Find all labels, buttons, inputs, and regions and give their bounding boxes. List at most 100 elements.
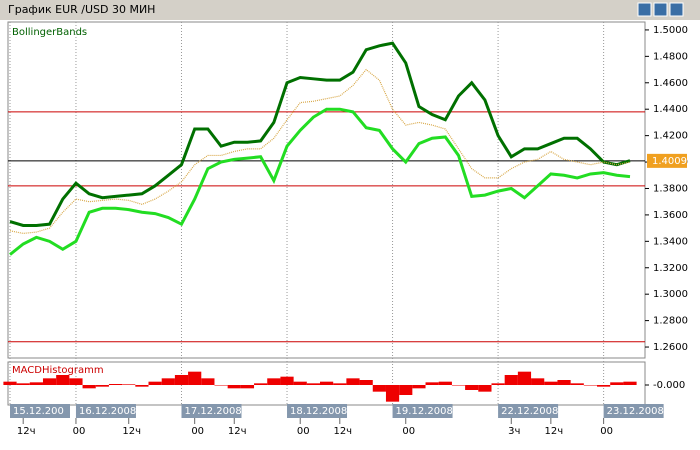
histogram-bar — [451, 385, 466, 386]
price-panel — [7, 21, 646, 359]
histogram-bar — [597, 385, 611, 387]
histogram-bar — [583, 385, 598, 386]
time-label: 12ч — [122, 426, 141, 437]
time-label: 00 — [191, 426, 204, 437]
histogram-bar — [465, 385, 479, 390]
y-tick-label: 1.2800 — [653, 316, 688, 327]
histogram-bar — [319, 381, 334, 385]
histogram-bar — [557, 380, 571, 385]
time-label: 00 — [73, 426, 86, 437]
histogram-bar — [504, 375, 518, 385]
date-label: 16.12.2008 — [79, 406, 136, 417]
date-label: 19.12.2008 — [396, 406, 453, 417]
time-label: 12ч — [228, 426, 247, 437]
date-label: 22.12.2008 — [501, 406, 558, 417]
date-box — [10, 404, 70, 418]
window-title: График EUR /USD 30 МИН — [8, 3, 155, 16]
histogram-bar — [306, 383, 321, 385]
histogram-bar — [610, 382, 624, 385]
histogram-bar — [359, 380, 373, 385]
window-buttons[interactable] — [637, 2, 684, 17]
indicator-label: BollingerBands — [12, 27, 87, 38]
histogram-bar — [333, 383, 347, 385]
histogram-bar — [227, 385, 241, 389]
date-label: 23.12.2008 — [607, 406, 664, 417]
restore-button[interactable] — [653, 2, 668, 17]
histogram-bar — [42, 378, 57, 385]
y-tick-label: 1.2600 — [653, 342, 688, 353]
histogram-bar — [293, 381, 307, 385]
time-label: 00 — [402, 426, 415, 437]
y-tick-label: 1.5000 — [653, 25, 688, 36]
histogram-bar — [570, 383, 584, 385]
histogram-bar — [135, 385, 149, 387]
date-box — [392, 404, 453, 418]
histogram-bar — [69, 378, 83, 385]
time-label: 3ч — [508, 426, 520, 437]
histogram-bar — [399, 385, 413, 395]
histogram-bar — [267, 378, 281, 385]
series-line — [9, 107, 631, 256]
histogram-bar — [346, 378, 360, 385]
y-tick-label: -0.000 — [653, 380, 685, 391]
histogram-bar — [174, 375, 189, 385]
histogram-bar — [214, 385, 228, 386]
histogram-bar — [438, 381, 452, 385]
histogram-bar — [254, 383, 268, 385]
y-tick-label: 1.3200 — [653, 263, 688, 274]
histogram-bar — [29, 382, 43, 385]
histogram-bar — [623, 381, 637, 385]
histogram-bar — [412, 385, 426, 389]
y-tick-label: 1.4800 — [653, 51, 688, 62]
close-button[interactable] — [669, 2, 684, 17]
histogram-bar — [108, 384, 123, 385]
y-tick-label: 1.4400 — [653, 104, 688, 115]
histogram-bar — [3, 381, 17, 385]
histogram-bar — [148, 381, 162, 385]
date-box — [498, 404, 559, 418]
indicator-label: MACDHistogramm — [12, 365, 104, 376]
histogram-bar — [425, 382, 439, 385]
time-label: 12ч — [545, 426, 564, 437]
series-line — [9, 41, 631, 227]
date-box — [287, 404, 348, 418]
date-label: 18.12.2008 — [290, 406, 347, 417]
histogram-bar — [280, 376, 294, 385]
histogram-bar — [544, 381, 558, 385]
histogram-bar — [478, 385, 492, 392]
histogram-bar — [240, 385, 255, 389]
minimize-button[interactable] — [637, 2, 652, 17]
date-box — [75, 404, 136, 418]
histogram-bar — [385, 385, 400, 402]
y-tick-label: 1.4200 — [653, 131, 688, 142]
histogram-bar — [372, 385, 386, 392]
histogram-bar — [95, 385, 109, 387]
histogram-bar — [122, 384, 136, 385]
histogram-bar — [531, 378, 545, 385]
histogram-bar — [161, 378, 175, 385]
histogram-bar — [56, 375, 70, 385]
histogram-bar — [517, 371, 532, 385]
time-label: 00 — [297, 426, 310, 437]
histogram-bar — [491, 383, 505, 385]
date-label: 15.12.200 — [13, 406, 64, 417]
histogram-bar — [201, 378, 215, 385]
histogram-bar — [82, 385, 96, 389]
last-price-box — [647, 153, 687, 168]
time-label: 12ч — [17, 426, 36, 437]
y-tick-label: 1.3800 — [653, 183, 688, 194]
y-tick-label: 1.3000 — [653, 289, 688, 300]
y-tick-label: 1.3600 — [653, 210, 688, 221]
last-price-label: 1.4009 — [652, 156, 687, 167]
date-label: 17.12.2008 — [184, 406, 241, 417]
date-box — [181, 404, 242, 418]
histogram-bar — [188, 371, 202, 385]
y-tick-label: 1.4600 — [653, 78, 688, 89]
time-label: 00 — [600, 426, 613, 437]
title-bar — [0, 0, 700, 20]
time-label: 12ч — [333, 426, 352, 437]
date-box — [603, 404, 664, 418]
histogram-bar — [16, 383, 30, 385]
y-tick-label: 1.3400 — [653, 236, 688, 247]
